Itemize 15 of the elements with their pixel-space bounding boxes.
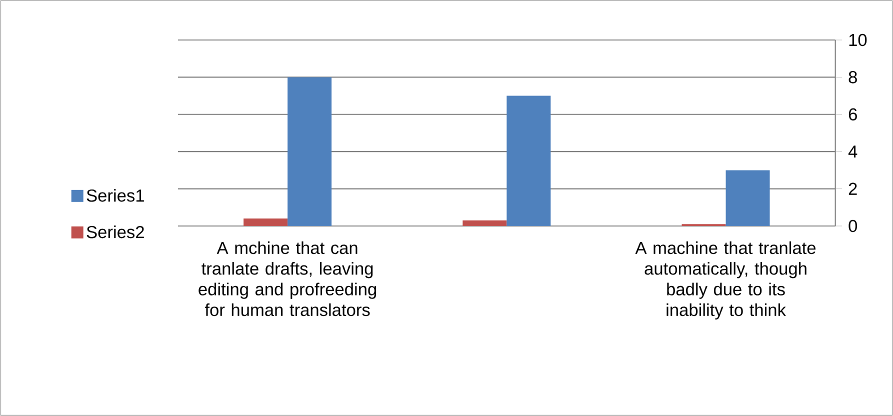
y-tick-label: 4 bbox=[848, 146, 858, 158]
bar bbox=[506, 96, 551, 226]
y-tick-label: 6 bbox=[848, 108, 857, 121]
y-tick-label: 8 bbox=[848, 71, 857, 84]
bar bbox=[288, 77, 332, 226]
y-tick-label: 2 bbox=[848, 182, 857, 195]
legend-label: Series2 bbox=[86, 225, 144, 238]
legend-label: Series1 bbox=[86, 188, 144, 202]
bar bbox=[244, 218, 288, 226]
x-tick-label: A mchine that can tranlate drafts, leaving editing and profreeding for human translators bbox=[198, 241, 376, 316]
bar bbox=[462, 220, 507, 226]
y-tick-label: 0 bbox=[848, 220, 858, 232]
x-tick-label: A machine that tranlate automatically, though badly due to its inability to think bbox=[635, 241, 816, 320]
bar bbox=[726, 170, 770, 226]
y-tick-label: 10 bbox=[849, 34, 867, 46]
